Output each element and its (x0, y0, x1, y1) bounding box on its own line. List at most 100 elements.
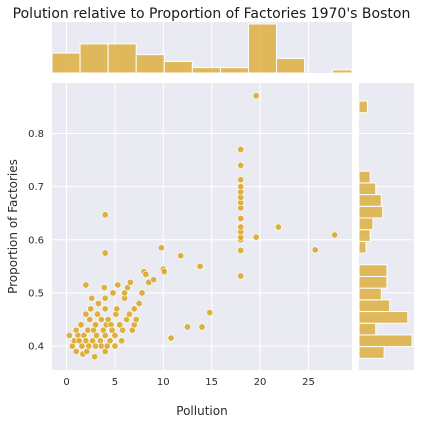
y-hist-bar (358, 299, 391, 313)
scatter-point (101, 331, 109, 339)
scatter-point (116, 321, 124, 329)
x-tick-label: 0 (63, 377, 69, 388)
scatter-point (104, 316, 112, 324)
x-tick-label: 15 (205, 377, 218, 388)
y-hist-bar (358, 194, 382, 207)
scatter-point (101, 211, 109, 219)
y-hist-bar (358, 264, 388, 277)
x-histogram (51, 23, 353, 74)
x-hist-bar (51, 52, 81, 74)
scatter-point (94, 300, 102, 308)
y-tick-label: 0.5 (28, 288, 44, 299)
scatter-point (101, 305, 109, 313)
y-tick-label: 0.6 (28, 235, 44, 246)
scatter-point (206, 309, 214, 317)
scatter-point (237, 246, 245, 254)
scatter-point (92, 342, 100, 350)
y-hist-bar (358, 205, 384, 219)
x-hist-bar (247, 23, 278, 74)
scatter-point (274, 223, 282, 231)
scatter-point (92, 321, 100, 329)
y-hist-bar (358, 100, 368, 114)
y-hist-bar (358, 275, 388, 289)
scatter-point (78, 342, 86, 350)
scatter-point (237, 183, 245, 191)
y-tick-label: 0.7 (28, 182, 44, 193)
scatter-point (252, 233, 260, 241)
scatter-point (100, 284, 108, 292)
y-hist-bar (358, 182, 377, 196)
scatter-point (157, 244, 165, 252)
y-hist-bar (358, 346, 385, 359)
x-hist-bar (191, 67, 221, 74)
scatter-point (237, 215, 245, 223)
scatter-point (88, 294, 96, 302)
scatter-point (89, 337, 97, 345)
scatter-point (142, 270, 150, 278)
scatter-point (183, 323, 191, 331)
scatter-point (331, 231, 339, 239)
x-hist-bar (332, 69, 353, 74)
y-hist-bar (358, 229, 371, 242)
scatter-point (91, 353, 99, 361)
y-hist-bar (358, 322, 377, 336)
scatter-point (72, 347, 80, 355)
x-hist-bar (219, 67, 249, 74)
chart-title: Polution relative to Proportion of Facto… (12, 6, 411, 22)
y-hist-bar (358, 217, 374, 231)
scatter-point (85, 342, 93, 350)
x-hist-bar (163, 61, 193, 74)
x-tick-label: 25 (302, 377, 315, 388)
scatter-point (198, 323, 206, 331)
scatter-point (135, 300, 143, 308)
scatter-point (109, 289, 117, 297)
scatter-point (111, 342, 119, 350)
x-hist-bar (276, 57, 306, 74)
scatter-point (82, 310, 90, 318)
scatter-point (75, 337, 83, 345)
scatter-point (108, 326, 116, 334)
scatter-point (130, 305, 138, 313)
y-axis-label: Proportion of Factories (6, 159, 20, 294)
y-hist-bar (358, 240, 367, 254)
x-hist-bar (135, 54, 165, 74)
scatter-point (106, 337, 114, 345)
scatter-point (111, 331, 119, 339)
x-tick-label: 5 (112, 377, 118, 388)
scatter-point (77, 321, 85, 329)
x-hist-bar (107, 43, 137, 74)
scatter-point (125, 310, 133, 318)
y-hist-bar (358, 311, 409, 324)
scatter-point (311, 246, 319, 254)
scatter-point (101, 249, 109, 257)
scatter-point (101, 294, 109, 302)
scatter-point (126, 278, 134, 286)
scatter-points (65, 92, 339, 361)
y-hist-bar (358, 170, 371, 184)
scatter-point (118, 337, 126, 345)
scatter-point (97, 316, 105, 324)
scatter-point (82, 337, 90, 345)
scatter-point (84, 326, 92, 334)
scatter-point (123, 284, 131, 292)
scatter-point (93, 310, 101, 318)
scatter-point (103, 342, 111, 350)
scatter-point (132, 316, 140, 324)
scatter-point (196, 262, 204, 270)
scatter-point (237, 161, 245, 169)
scatter-point (167, 334, 175, 342)
x-tick-label: 10 (157, 377, 170, 388)
y-tick-label: 0.8 (28, 129, 44, 140)
scatter-point (150, 276, 158, 284)
scatter-point (237, 176, 245, 184)
y-hist-bar (358, 334, 413, 348)
x-tick-label: 20 (254, 377, 267, 388)
scatter-point (177, 252, 185, 260)
scatter-point (65, 331, 73, 339)
y-tick-labels: 0.4 0.5 0.6 0.7 0.8 (28, 129, 44, 353)
scatter-point (123, 316, 131, 324)
scatter-point (121, 289, 129, 297)
scatter-point (138, 289, 146, 297)
